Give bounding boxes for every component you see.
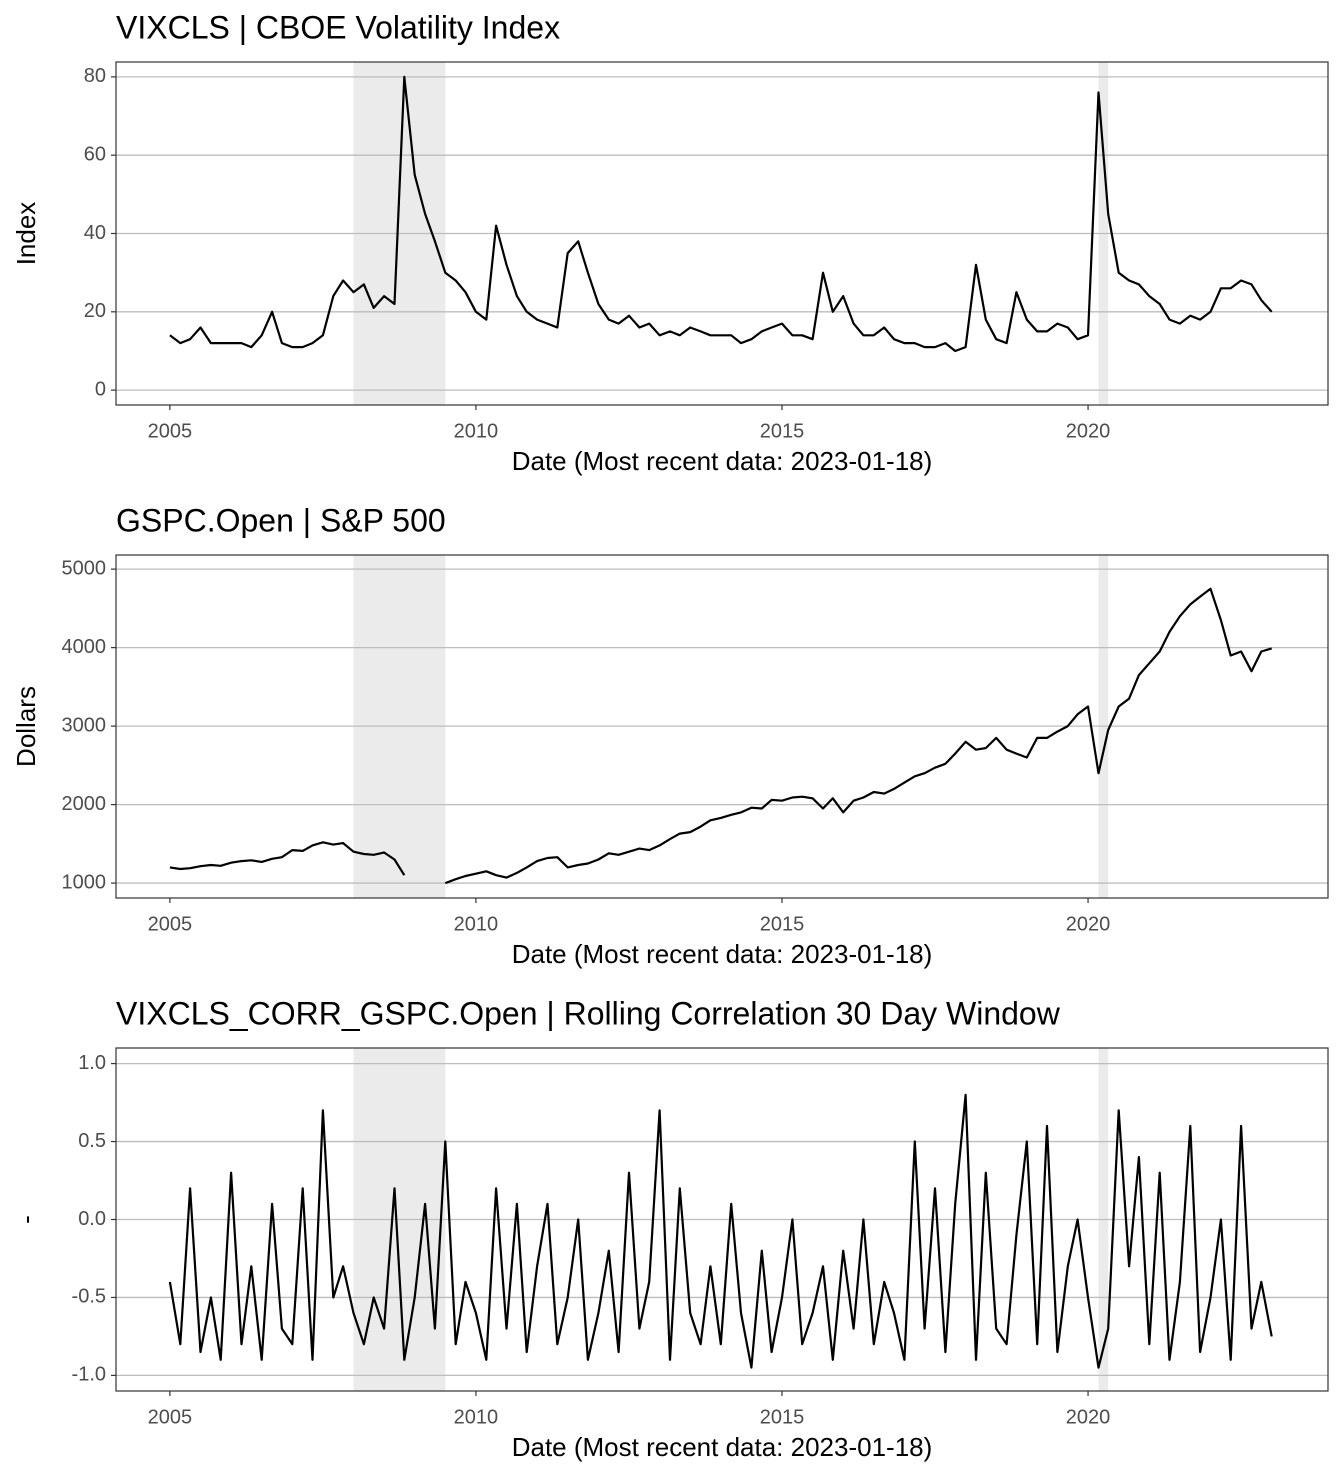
x-tick-label: 2015 [760, 913, 805, 935]
y-tick-label: 0.0 [78, 1208, 106, 1230]
x-tick-label: 2020 [1066, 1406, 1111, 1428]
y-tick-label: 60 [84, 143, 106, 165]
y-axis-label: - [11, 1215, 41, 1224]
x-axis-label: Date (Most recent data: 2023-01-18) [512, 1432, 933, 1462]
y-tick-label: 40 [84, 222, 106, 244]
x-tick-label: 2020 [1066, 420, 1111, 442]
y-tick-label: 20 [84, 300, 106, 322]
y-tick-label: 1.0 [78, 1052, 106, 1074]
series-line [169, 75, 1273, 353]
x-tick-label: 2010 [454, 1406, 499, 1428]
y-tick-label: 80 [84, 65, 106, 87]
x-tick-label: 2005 [148, 1406, 193, 1428]
x-tick-label: 2015 [760, 420, 805, 442]
y-tick-label: 4000 [62, 636, 107, 658]
series-line [169, 587, 1273, 885]
chart-title: GSPC.Open | S&P 500 [116, 502, 446, 538]
series-line [168, 1093, 1273, 1369]
x-tick-label: 2015 [760, 1406, 805, 1428]
y-tick-label: 2000 [62, 793, 107, 815]
y-tick-label: 3000 [62, 714, 107, 736]
x-axis-label: Date (Most recent data: 2023-01-18) [512, 446, 933, 476]
y-tick-label: 5000 [62, 557, 107, 579]
chart-title: VIXCLS_CORR_GSPC.Open | Rolling Correlat… [116, 995, 1061, 1031]
x-tick-label: 2010 [454, 913, 499, 935]
y-tick-label: 1000 [62, 871, 107, 893]
y-tick-label: 0 [95, 378, 106, 400]
chart-title: VIXCLS | CBOE Volatility Index [116, 9, 560, 45]
panel-border [115, 1047, 1329, 1392]
panel-border [115, 554, 1329, 899]
x-tick-label: 2005 [148, 913, 193, 935]
y-tick-label: 0.5 [78, 1130, 106, 1152]
x-tick-label: 2010 [454, 420, 499, 442]
y-axis-label: Index [11, 202, 41, 266]
x-axis-label: Date (Most recent data: 2023-01-18) [512, 939, 933, 969]
panel-border [115, 61, 1329, 406]
x-tick-label: 2005 [148, 420, 193, 442]
y-tick-label: -0.5 [72, 1286, 106, 1308]
x-tick-label: 2020 [1066, 913, 1111, 935]
y-axis-label: Dollars [11, 686, 41, 767]
y-tick-label: -1.0 [72, 1364, 106, 1386]
